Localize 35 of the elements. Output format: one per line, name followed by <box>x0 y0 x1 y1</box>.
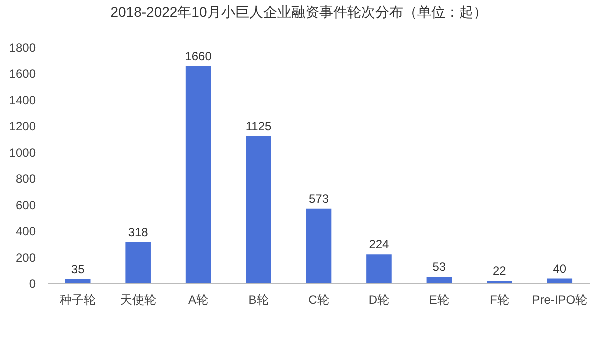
y-tick-label: 1400 <box>9 93 36 108</box>
y-tick-label: 200 <box>16 250 36 265</box>
bar <box>186 66 212 284</box>
x-tick-label: C轮 <box>308 293 330 307</box>
x-tick-label: 种子轮 <box>60 293 96 307</box>
data-label: 40 <box>553 262 567 276</box>
bar <box>366 254 392 284</box>
data-label: 573 <box>308 192 330 206</box>
data-label: 53 <box>432 260 446 274</box>
y-tick-label: 600 <box>16 198 36 212</box>
y-tick-label: 1600 <box>9 67 36 82</box>
data-label: 35 <box>71 262 86 276</box>
data-label: 22 <box>492 264 507 278</box>
x-tick-label: Pre-IPO轮 <box>532 293 588 307</box>
data-label: 1125 <box>246 120 272 134</box>
bar <box>426 277 452 284</box>
data-label: 224 <box>369 238 390 252</box>
y-tick-label: 0 <box>29 277 36 291</box>
y-tick-label: 1800 <box>9 41 36 55</box>
x-tick-label: A轮 <box>188 293 209 307</box>
data-label: 318 <box>128 225 149 240</box>
x-tick-label: E轮 <box>429 293 450 307</box>
bar <box>126 242 151 284</box>
x-tick-label: 天使轮 <box>120 293 156 307</box>
x-tick-label: D轮 <box>368 293 390 307</box>
y-tick-label: 800 <box>16 172 36 186</box>
y-tick-label: 400 <box>16 224 36 239</box>
data-label: 1660 <box>185 49 212 64</box>
y-tick-label: 1000 <box>9 146 36 160</box>
bar <box>246 136 272 284</box>
bar <box>306 208 332 284</box>
y-tick-label: 1200 <box>9 120 36 134</box>
x-tick-label: B轮 <box>248 293 269 307</box>
x-tick-label: F轮 <box>490 293 510 307</box>
chart-title: 2018-2022年10月小巨人企业融资事件轮次分布（单位：起） <box>110 4 488 20</box>
